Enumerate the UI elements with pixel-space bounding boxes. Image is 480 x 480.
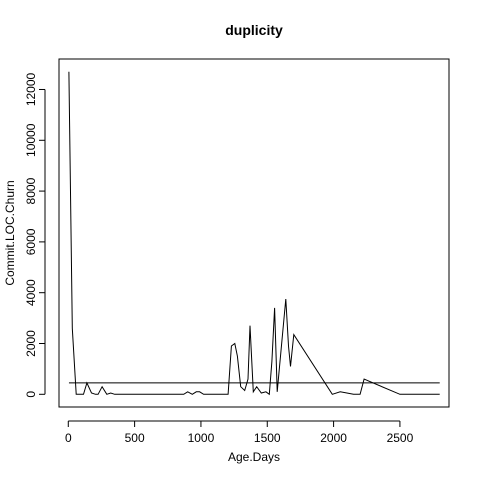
x-tick-label: 1000 xyxy=(188,431,215,445)
series-line xyxy=(68,71,440,396)
plot-area xyxy=(58,58,450,408)
y-tick-label: 4000 xyxy=(24,279,38,306)
y-axis: 0 2000 4000 6000 8000 10000 12000 xyxy=(24,72,46,398)
series-group xyxy=(68,71,440,396)
x-axis-label: Age.Days xyxy=(228,450,280,464)
x-tick-label: 0 xyxy=(65,431,72,445)
x-tick-label: 2000 xyxy=(320,431,347,445)
y-tick-label: 12000 xyxy=(24,72,38,106)
x-tick-label: 500 xyxy=(125,431,145,445)
y-axis-label: Commit.LOC.Churn xyxy=(3,180,17,285)
x-axis: 0 500 1000 1500 2000 2500 xyxy=(65,420,414,445)
y-tick-label: 6000 xyxy=(24,228,38,255)
y-tick-label: 10000 xyxy=(24,123,38,157)
y-tick-label: 8000 xyxy=(24,177,38,204)
x-tick-label: 1500 xyxy=(254,431,281,445)
y-tick-label: 2000 xyxy=(24,330,38,357)
chart-title: duplicity xyxy=(225,22,283,38)
y-tick-label: 0 xyxy=(24,391,38,398)
x-tick-label: 2500 xyxy=(387,431,414,445)
